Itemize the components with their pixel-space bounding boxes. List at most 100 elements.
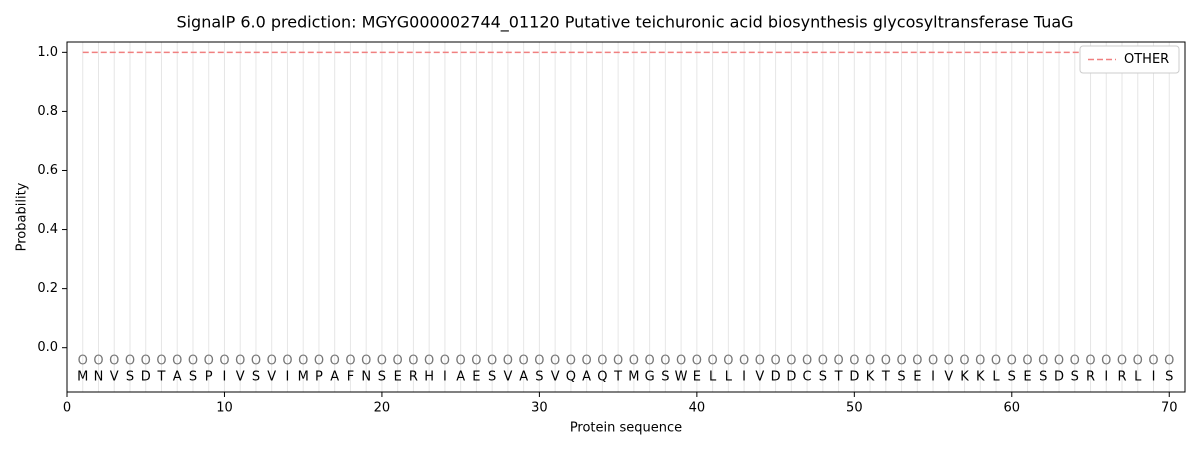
y-axis-label: Probability (15, 182, 30, 251)
residue: N (361, 370, 371, 385)
residue: S (1071, 370, 1079, 385)
x-tick-label: 10 (216, 401, 233, 416)
residue: R (409, 370, 418, 385)
predicted-label: O (1101, 353, 1111, 368)
residue: L (992, 370, 1000, 385)
predicted-label: O (944, 353, 954, 368)
predicted-label: O (1117, 353, 1127, 368)
predicted-label: O (93, 353, 103, 368)
predicted-label: O (125, 353, 135, 368)
residue: S (1039, 370, 1047, 385)
predicted-label: O (550, 353, 560, 368)
predicted-label: O (1054, 353, 1064, 368)
x-tick-label: 0 (63, 401, 71, 416)
residue: D (141, 370, 151, 385)
predicted-label: O (1148, 353, 1158, 368)
predicted-label: O (928, 353, 938, 368)
residue: E (913, 370, 921, 385)
residue: D (1054, 370, 1064, 385)
residue: V (110, 370, 119, 385)
residue: R (1086, 370, 1095, 385)
predicted-label: O (298, 353, 308, 368)
residue: M (77, 370, 88, 385)
residue: I (1104, 370, 1108, 385)
predicted-label: O (707, 353, 717, 368)
residue: D (786, 370, 796, 385)
predicted-label: O (235, 353, 245, 368)
predicted-label: O (471, 353, 481, 368)
residue: K (866, 370, 875, 385)
predicted-label: O (645, 353, 655, 368)
predicted-label: O (393, 353, 403, 368)
residue: C (803, 370, 812, 385)
residue: A (456, 370, 465, 385)
residue: S (189, 370, 197, 385)
predicted-label: O (991, 353, 1001, 368)
legend-box (1079, 45, 1180, 74)
predicted-label: O (755, 353, 765, 368)
residue: P (315, 370, 323, 385)
residue: T (834, 370, 843, 385)
predicted-label: O (723, 353, 733, 368)
residue: K (960, 370, 969, 385)
predicted-label: O (802, 353, 812, 368)
residue: L (725, 370, 733, 385)
predicted-label: O (1164, 353, 1174, 368)
predicted-label: O (959, 353, 969, 368)
predicted-label: O (503, 353, 513, 368)
residue: W (675, 370, 688, 385)
residue: V (944, 370, 953, 385)
residue: S (535, 370, 543, 385)
residue: G (645, 370, 655, 385)
predicted-label: O (865, 353, 875, 368)
residue: S (488, 370, 496, 385)
predicted-label: O (582, 353, 592, 368)
predicted-label: O (1007, 353, 1017, 368)
plot-frame (66, 41, 1186, 393)
residue: T (157, 370, 166, 385)
residue: I (223, 370, 227, 385)
predicted-label: O (172, 353, 182, 368)
predicted-label: O (896, 353, 906, 368)
residue: I (1152, 370, 1156, 385)
residue: S (126, 370, 134, 385)
predicted-label: O (267, 353, 277, 368)
x-tick-label: 40 (689, 401, 706, 416)
residue: E (1023, 370, 1031, 385)
residue: S (819, 370, 827, 385)
residue: I (443, 370, 447, 385)
predicted-label: O (440, 353, 450, 368)
residue: R (1117, 370, 1126, 385)
residue: T (881, 370, 890, 385)
residue: T (613, 370, 622, 385)
residue: K (976, 370, 985, 385)
predicted-label: O (1022, 353, 1032, 368)
predicted-label: O (424, 353, 434, 368)
predicted-label: O (975, 353, 985, 368)
residue: V (503, 370, 512, 385)
predicted-label: O (818, 353, 828, 368)
x-axis-label: Protein sequence (570, 421, 682, 436)
predicted-label: O (739, 353, 749, 368)
residue: V (267, 370, 276, 385)
x-tick-label: 50 (846, 401, 863, 416)
residue: I (286, 370, 290, 385)
residue: D (849, 370, 859, 385)
residue: D (771, 370, 781, 385)
residue: S (378, 370, 386, 385)
predicted-label: O (251, 353, 261, 368)
residue: S (661, 370, 669, 385)
predicted-label: O (219, 353, 229, 368)
x-tick-label: 70 (1161, 401, 1178, 416)
residue: V (755, 370, 764, 385)
predicted-label: O (314, 353, 324, 368)
predicted-label: O (770, 353, 780, 368)
residue: Q (566, 370, 576, 385)
predicted-label: O (408, 353, 418, 368)
residue: E (693, 370, 701, 385)
predicted-label: O (849, 353, 859, 368)
residue: E (394, 370, 402, 385)
residue: V (236, 370, 245, 385)
residue: S (252, 370, 260, 385)
predicted-label: O (361, 353, 371, 368)
